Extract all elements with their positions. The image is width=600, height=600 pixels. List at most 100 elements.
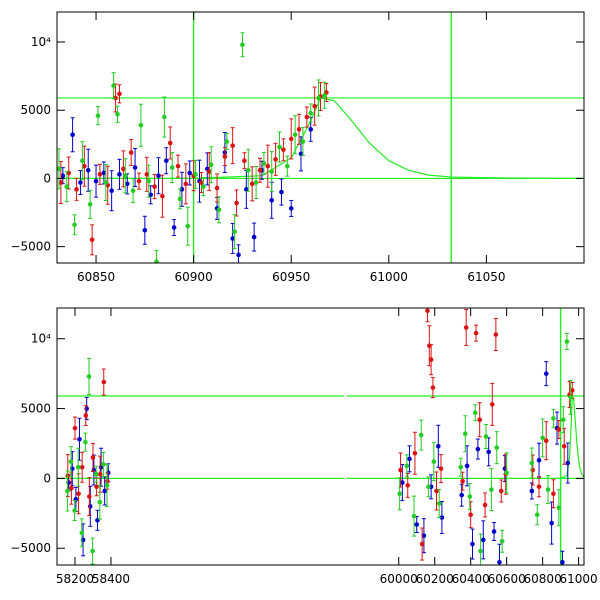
data-point [543,371,549,376]
data-point [164,158,169,163]
data-point [123,173,128,178]
data-point [177,196,183,202]
data-point [136,178,142,184]
data-point [436,443,441,449]
y-tick-label: 0 [43,471,51,485]
data-point [407,456,412,462]
data-point [421,533,427,538]
data-point [216,207,222,213]
data-point [549,520,554,526]
data-point [79,530,85,536]
data-point [232,229,237,234]
data-point [244,187,249,192]
data-point [74,187,79,192]
data-point [72,222,77,228]
data-point [467,494,473,499]
data-point [458,464,464,470]
data-point [187,170,193,176]
data-point [556,505,562,511]
data-point [439,515,445,520]
data-point [261,161,267,166]
data-point [281,147,286,153]
data-point [214,185,220,191]
data-point [77,436,82,442]
data-point [551,416,556,421]
data-point [419,541,425,547]
data-point [564,339,570,344]
data-point [97,172,103,177]
data-point [65,488,70,494]
data-point [561,443,567,449]
data-point [292,132,298,138]
data-point [556,427,562,432]
data-point [543,438,549,443]
data-point [277,144,282,150]
data-point [109,188,114,194]
data-point [89,237,95,243]
data-point [491,529,497,534]
data-point [84,406,89,411]
data-point [138,122,144,128]
data-point [152,184,157,189]
data-point [418,432,424,438]
data-point [87,494,92,499]
data-series-2 [58,82,329,256]
data-point [530,467,536,473]
data-point [565,460,571,466]
data-point [76,491,81,497]
data-point [80,158,85,163]
data-point [242,158,247,163]
data-point [475,446,481,452]
data-point [58,180,64,185]
data-point [124,181,130,187]
data-point [79,464,85,470]
data-point [249,181,255,187]
data-point [545,487,551,492]
data-point [201,184,206,189]
data-point [269,169,275,174]
data-point [82,163,87,169]
data-point [90,548,95,554]
data-point [568,395,573,400]
data-point [162,114,167,120]
data-point [185,223,191,229]
data-point [83,413,89,418]
data-point [234,200,239,206]
data-point [483,434,489,439]
data-series-1 [60,116,314,263]
data-point [94,484,99,490]
data-point [464,463,470,469]
data-point [499,538,505,544]
data-point [115,112,120,117]
plot-area [57,12,584,263]
data-point [193,172,198,177]
x-tick-label: 61000 [370,270,408,284]
data-point [101,170,107,176]
data-point [298,151,304,157]
data-point [279,189,284,195]
data-point [561,417,566,423]
data-point [148,192,153,198]
data-series-3 [57,32,327,263]
data-point [534,512,540,518]
data-series-1 [66,361,571,565]
data-point [57,166,62,172]
data-point [308,110,314,116]
data-point [425,308,430,314]
x-tick-label: 60900 [175,270,213,284]
data-point [167,140,173,146]
data-series-2 [65,308,575,561]
data-point [459,492,464,498]
data-point [72,508,77,513]
data-point [486,449,491,455]
data-point [489,402,495,407]
plot-area [57,308,584,565]
data-point [156,173,161,178]
data-point [560,559,565,565]
data-point [117,172,122,177]
data-point [404,463,410,469]
x-tick-label: 60400 [452,572,490,586]
data-point [438,466,444,471]
data-point [97,471,103,477]
data-point [570,388,575,393]
